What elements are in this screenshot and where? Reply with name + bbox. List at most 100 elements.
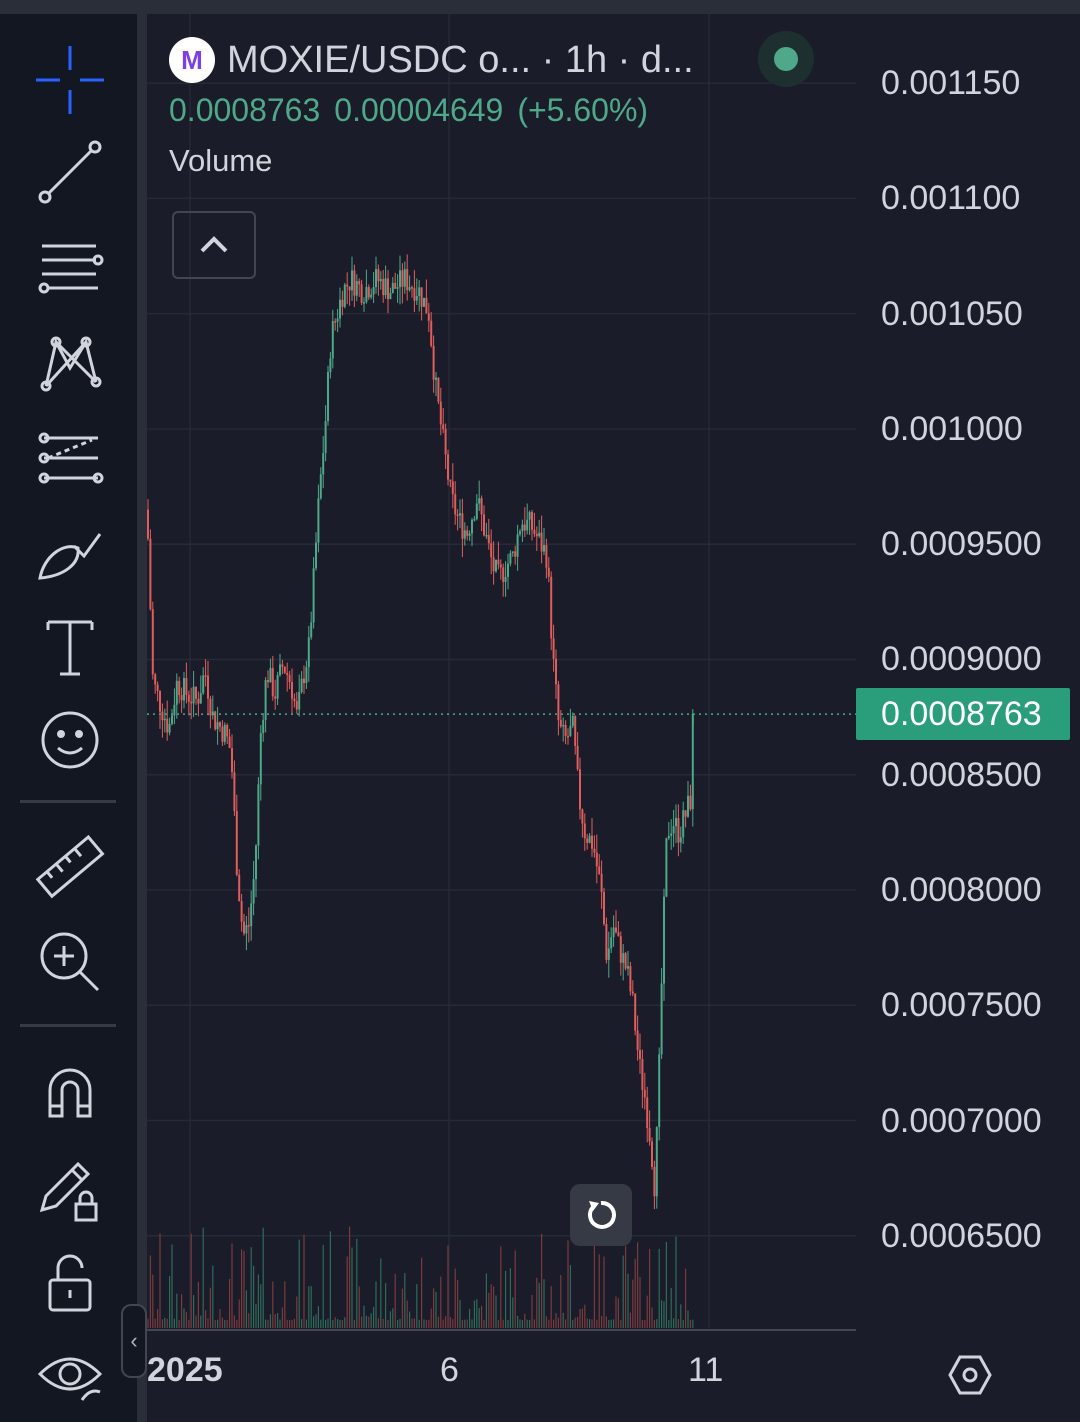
volume-bar xyxy=(663,1301,665,1328)
reset-chart-button[interactable] xyxy=(570,1184,632,1246)
volume-bar xyxy=(685,1268,687,1328)
volume-bar xyxy=(217,1319,219,1328)
change-absolute: 0.00004649 xyxy=(334,92,504,128)
emoji-icon[interactable] xyxy=(18,700,122,780)
volume-bar xyxy=(344,1317,346,1328)
volume-bar xyxy=(157,1309,159,1328)
candle-body xyxy=(442,424,445,429)
volume-bar xyxy=(305,1319,307,1328)
chart-settings-button[interactable] xyxy=(945,1350,995,1400)
toolbar-collapse-button[interactable]: ‹ xyxy=(121,1304,147,1378)
crosshair-icon[interactable] xyxy=(18,40,122,120)
volume-bar xyxy=(291,1319,293,1328)
volume-bar xyxy=(449,1317,451,1328)
text-tool-icon[interactable] xyxy=(18,608,122,688)
candle-body xyxy=(375,269,377,288)
volume-bar xyxy=(680,1304,682,1328)
candle-body xyxy=(389,292,392,300)
chart-area[interactable]: M MOXIE/USDC o... · 1h · d... 0.0008763 0… xyxy=(147,14,1080,1422)
candle-body xyxy=(502,567,505,582)
volume-bar xyxy=(435,1291,437,1328)
volume-bar xyxy=(161,1319,163,1328)
candle-body xyxy=(430,320,433,346)
candle-body xyxy=(519,531,521,535)
candle-body xyxy=(271,668,274,697)
candle-body xyxy=(231,747,233,773)
volume-bar xyxy=(689,1319,691,1328)
volume-bar xyxy=(154,1318,156,1328)
volume-bar xyxy=(190,1233,192,1328)
settings-hexagon-icon xyxy=(948,1355,992,1395)
candle-body xyxy=(617,932,620,937)
volume-indicator-label[interactable]: Volume xyxy=(169,143,273,178)
pattern-icon[interactable] xyxy=(18,320,122,400)
trend-line-icon[interactable] xyxy=(18,132,122,212)
volume-bar xyxy=(284,1281,286,1328)
volume-bar xyxy=(169,1276,171,1328)
candle-body xyxy=(315,542,317,569)
candle-body xyxy=(324,421,327,454)
symbol-title[interactable]: MOXIE/USDC o... · 1h · d... xyxy=(227,38,694,81)
volume-bar xyxy=(226,1319,228,1328)
candle-body xyxy=(595,852,598,867)
forecast-icon[interactable] xyxy=(18,416,122,496)
volume-bar xyxy=(238,1299,240,1328)
volume-bar xyxy=(605,1316,607,1328)
candle-body xyxy=(281,664,284,667)
unlock-icon[interactable] xyxy=(18,1242,122,1322)
lock-drawings-icon[interactable] xyxy=(18,1150,122,1230)
fib-retracement-icon[interactable] xyxy=(18,228,122,308)
volume-bar xyxy=(545,1316,547,1328)
volume-bar xyxy=(574,1317,576,1328)
zoom-in-icon[interactable] xyxy=(18,922,122,1002)
candle-body xyxy=(396,287,399,289)
candle-body xyxy=(504,576,507,582)
candle-body xyxy=(687,795,689,817)
candle-body xyxy=(689,795,692,810)
candle-body xyxy=(187,695,190,702)
candle-body xyxy=(214,711,217,730)
volume-bar xyxy=(584,1304,586,1328)
volume-bar xyxy=(188,1319,190,1328)
volume-bar xyxy=(313,1316,315,1328)
candle-body xyxy=(377,269,380,282)
volume-bar xyxy=(586,1318,588,1328)
candle-body xyxy=(507,563,509,577)
volume-bar xyxy=(373,1306,375,1328)
candle-body xyxy=(591,835,593,849)
volume-bar xyxy=(325,1319,327,1328)
candle-body xyxy=(514,551,517,557)
price-chart[interactable] xyxy=(147,14,1080,1422)
candle-body xyxy=(684,810,687,817)
volume-bar xyxy=(353,1319,355,1328)
volume-bar xyxy=(485,1273,487,1328)
candle-body xyxy=(355,281,358,296)
magnet-icon[interactable] xyxy=(18,1052,122,1132)
candle-body xyxy=(427,313,430,321)
volume-bar xyxy=(692,1319,694,1328)
volume-bar xyxy=(428,1319,430,1328)
collapse-legend-button[interactable] xyxy=(172,211,256,279)
candle-body xyxy=(180,695,183,701)
candle-body xyxy=(682,810,685,838)
volume-bar xyxy=(214,1319,216,1328)
candle-body xyxy=(411,287,413,289)
candle-body xyxy=(406,269,409,291)
candle-body xyxy=(679,837,682,843)
chevron-up-icon xyxy=(200,236,228,253)
candle-body xyxy=(293,698,296,702)
volume-bar xyxy=(447,1245,449,1328)
brush-icon[interactable] xyxy=(18,512,122,592)
volume-bar xyxy=(399,1318,401,1328)
ruler-icon[interactable] xyxy=(18,828,122,908)
candle-body xyxy=(495,559,497,572)
candle-body xyxy=(516,534,519,557)
volume-bar xyxy=(265,1319,267,1328)
market-status-indicator[interactable] xyxy=(758,31,814,87)
volume-bar xyxy=(370,1313,372,1328)
candle-body xyxy=(391,282,394,293)
volume-bar xyxy=(577,1316,579,1328)
hide-drawings-icon[interactable] xyxy=(18,1334,122,1414)
candle-body xyxy=(600,873,603,892)
candle-body xyxy=(581,809,584,824)
